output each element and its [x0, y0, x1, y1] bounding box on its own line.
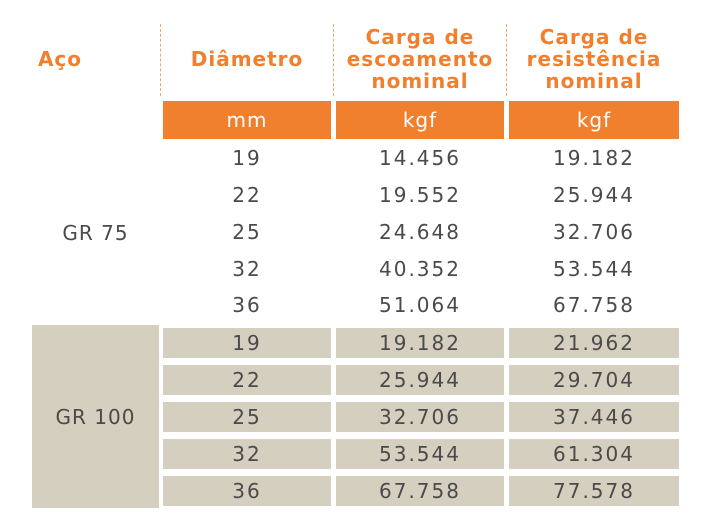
table-cell-yield: 24.648 [379, 220, 461, 244]
group-label-gr75: GR 75 [62, 221, 129, 245]
table-cell-strength: 19.182 [553, 146, 635, 170]
table-cell-yield: 14.456 [379, 146, 461, 170]
table-cell-strength: 61.304 [509, 439, 679, 469]
table-cell-yield: 32.706 [336, 402, 504, 432]
table-cell-diameter: 36 [163, 476, 331, 506]
table-cell-strength: 77.578 [509, 476, 679, 506]
header-resistencia-line3: nominal [545, 69, 643, 93]
table-cell-yield: 51.064 [379, 293, 461, 317]
table-cell-yield: 19.182 [336, 328, 504, 358]
table-cell-diameter: 19 [163, 328, 331, 358]
table-cell-diameter: 36 [232, 293, 262, 317]
table-cell-yield: 40.352 [379, 257, 461, 281]
table-cell-yield: 67.758 [336, 476, 504, 506]
header-resistencia: Carga de resistência nominal [509, 26, 679, 92]
header-escoamento-line1: Carga de [365, 25, 475, 49]
table-cell-strength: 29.704 [509, 365, 679, 395]
table-cell-diameter: 32 [163, 439, 331, 469]
table-cell-strength: 53.544 [553, 257, 635, 281]
header-divider [506, 24, 507, 96]
header-resistencia-line1: Carga de [539, 25, 649, 49]
table-cell-yield: 25.944 [336, 365, 504, 395]
table-cell-yield: 19.552 [379, 183, 461, 207]
table-cell-strength: 37.446 [509, 402, 679, 432]
table-cell-diameter: 19 [232, 146, 262, 170]
table-cell-strength: 32.706 [553, 220, 635, 244]
table-cell-yield: 53.544 [336, 439, 504, 469]
group-label-gr100: GR 100 [55, 405, 136, 429]
header-aco: Aço [37, 47, 83, 71]
table-cell-strength: 67.758 [553, 293, 635, 317]
table-cell-diameter: 25 [232, 220, 262, 244]
table-cell-diameter: 32 [232, 257, 262, 281]
table-cell-strength: 21.962 [509, 328, 679, 358]
table-cell-diameter: 22 [232, 183, 262, 207]
header-escoamento: Carga de escoamento nominal [336, 26, 504, 92]
table-cell-diameter: 25 [163, 402, 331, 432]
header-resistencia-line2: resistência [526, 47, 662, 71]
table-cell-diameter: 22 [163, 365, 331, 395]
unit-escoamento: kgf [336, 101, 504, 139]
unit-diametro: mm [163, 101, 331, 139]
header-divider [160, 24, 161, 96]
unit-resistencia: kgf [509, 101, 679, 139]
header-diametro: Diâmetro [190, 47, 304, 71]
group-background-gr100 [32, 325, 159, 508]
header-escoamento-line3: nominal [371, 69, 469, 93]
header-escoamento-line2: escoamento [346, 47, 494, 71]
table-cell-strength: 25.944 [553, 183, 635, 207]
header-divider [333, 24, 334, 96]
